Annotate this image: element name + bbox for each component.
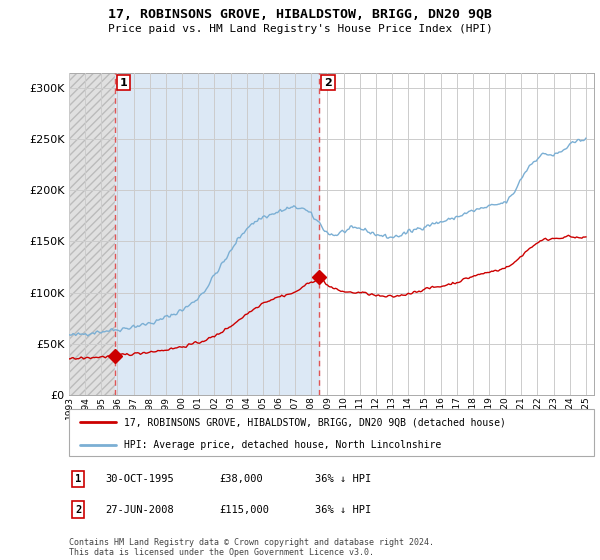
Text: 1: 1 — [119, 78, 127, 87]
Text: 2: 2 — [75, 505, 81, 515]
Text: 36% ↓ HPI: 36% ↓ HPI — [315, 474, 371, 484]
Text: Price paid vs. HM Land Registry's House Price Index (HPI): Price paid vs. HM Land Registry's House … — [107, 24, 493, 34]
Text: 36% ↓ HPI: 36% ↓ HPI — [315, 505, 371, 515]
Text: £38,000: £38,000 — [219, 474, 263, 484]
Bar — [69, 73, 115, 395]
Text: 1: 1 — [75, 474, 81, 484]
Text: HPI: Average price, detached house, North Lincolnshire: HPI: Average price, detached house, Nort… — [124, 440, 442, 450]
Text: £115,000: £115,000 — [219, 505, 269, 515]
Bar — [115, 73, 319, 395]
Bar — [69, 73, 115, 395]
Text: 2: 2 — [324, 78, 332, 87]
Text: Contains HM Land Registry data © Crown copyright and database right 2024.
This d: Contains HM Land Registry data © Crown c… — [69, 538, 434, 557]
Text: 30-OCT-1995: 30-OCT-1995 — [105, 474, 174, 484]
Text: 17, ROBINSONS GROVE, HIBALDSTOW, BRIGG, DN20 9QB (detached house): 17, ROBINSONS GROVE, HIBALDSTOW, BRIGG, … — [124, 417, 506, 427]
Text: 27-JUN-2008: 27-JUN-2008 — [105, 505, 174, 515]
Text: 17, ROBINSONS GROVE, HIBALDSTOW, BRIGG, DN20 9QB: 17, ROBINSONS GROVE, HIBALDSTOW, BRIGG, … — [108, 8, 492, 21]
FancyBboxPatch shape — [69, 409, 594, 456]
